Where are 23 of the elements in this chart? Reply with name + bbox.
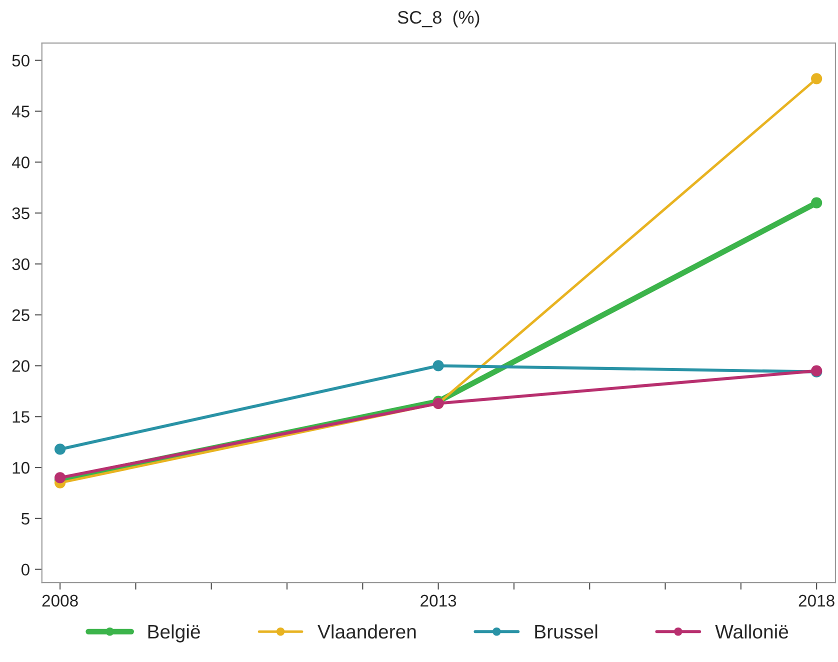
y-tick-label: 50: [12, 54, 30, 67]
x-tick-label: 2008: [42, 594, 78, 607]
y-tick-label: 0: [21, 564, 30, 576]
chart-title: SC_8 (%): [398, 10, 480, 28]
point: [54, 444, 66, 455]
y-tick-label: 5: [21, 513, 30, 525]
point: [811, 197, 822, 208]
y-tick-label: 25: [12, 309, 30, 322]
y-tick-label: 40: [12, 156, 30, 168]
y-tick-label: 10: [12, 462, 30, 474]
x-tick-label: 2013: [420, 594, 456, 607]
y-tick-label: 15: [12, 411, 30, 423]
point: [811, 73, 822, 84]
y-tick-label: 20: [12, 360, 30, 372]
point: [432, 360, 444, 372]
legend-label: Vlaanderen: [318, 624, 416, 639]
y-tick-label: 35: [12, 207, 30, 220]
x-tick-label: 2018: [798, 594, 834, 607]
legend-label: Brussel: [535, 624, 598, 639]
y-tick-label: 30: [12, 258, 30, 270]
legend-label: België: [148, 624, 200, 642]
y-tick-label: 45: [12, 106, 30, 118]
legend-label: Wallonië: [715, 624, 788, 639]
